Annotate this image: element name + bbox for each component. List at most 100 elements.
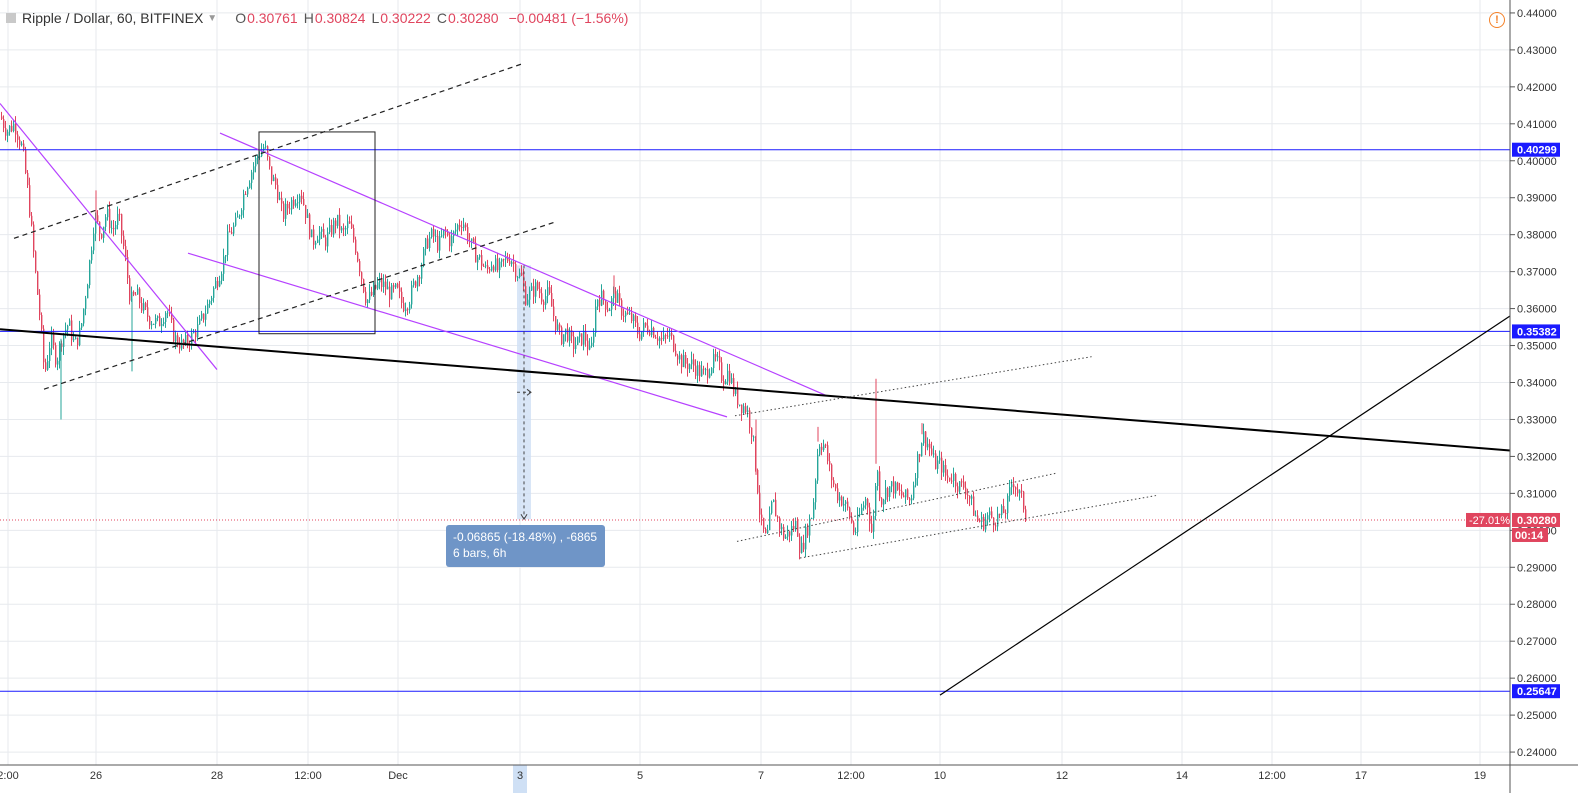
candle-body [15, 123, 17, 135]
candle-body [221, 273, 223, 281]
candle-body [589, 345, 591, 350]
candle-body [249, 182, 251, 188]
candle-body [919, 454, 921, 457]
candle-body [463, 224, 465, 228]
candle-body [511, 261, 513, 265]
candle-body [933, 453, 935, 455]
candle-body [357, 252, 359, 262]
candle-body [925, 431, 927, 448]
candle-body [277, 184, 279, 200]
candle-body [185, 335, 187, 344]
candle-body [69, 320, 71, 326]
candle-body [529, 290, 531, 300]
candle-body [243, 193, 245, 211]
dotted-channel-line[interactable] [734, 356, 1093, 417]
chevron-down-icon[interactable]: ▼ [207, 12, 218, 24]
candle-body [225, 254, 227, 257]
candle-body [493, 266, 495, 271]
dotted-channel-line[interactable] [736, 472, 1058, 542]
candle-body [825, 444, 827, 446]
candle-body [165, 313, 167, 322]
candle-body [489, 269, 491, 271]
price-axis[interactable]: 0.24000 0.25000 0.26000 0.27000 0.28000 0.290… [1509, 0, 1557, 793]
y-tick-label: 0.43000 [1517, 45, 1557, 57]
candle-body [819, 446, 821, 455]
candle-body [207, 303, 209, 314]
candle-body [767, 530, 769, 534]
dashed-channel-line[interactable] [43, 221, 557, 390]
rectangle-drawing[interactable] [258, 131, 376, 335]
black-trend-line[interactable] [939, 315, 1511, 696]
candle-body [501, 259, 503, 262]
candle-body [891, 481, 893, 487]
candle-body [487, 265, 489, 270]
candle-body [1007, 495, 1009, 514]
candle-body [363, 279, 365, 292]
purple-trend-line[interactable] [219, 132, 827, 396]
candle-body [781, 526, 783, 530]
candle-body [975, 515, 977, 517]
x-tick-label: 12:00 [294, 770, 322, 782]
candle-body [653, 327, 655, 338]
drawings[interactable] [0, 62, 1511, 696]
candle-body [395, 283, 397, 288]
candle-body [775, 499, 777, 517]
candle-body [583, 331, 585, 345]
candle-body [937, 460, 939, 469]
candle-body [223, 256, 225, 274]
candle-body [527, 299, 529, 305]
candle-body [317, 239, 319, 243]
dashed-channel-line[interactable] [13, 62, 525, 239]
candle-body [435, 235, 437, 237]
candle-body [433, 228, 435, 237]
candle-body [157, 316, 159, 318]
candle-body [847, 501, 849, 508]
warning-icon[interactable]: ! [1489, 12, 1505, 28]
dotted-channel-line[interactable] [799, 494, 1159, 559]
candle-body [147, 307, 149, 317]
candle-body [725, 381, 727, 385]
candle-body [1011, 484, 1013, 488]
x-tick-label: 28 [211, 770, 223, 782]
black-trend-line[interactable] [0, 328, 1511, 452]
candle-body [495, 258, 497, 271]
candle-body [401, 291, 403, 303]
candle-body [585, 331, 587, 341]
symbol-title[interactable]: Ripple / Dollar, 60, BITFINEX [22, 10, 204, 26]
time-axis[interactable]: 2:00 26 28 12:00 Dec 3 5 7 12:00 10 12 14 12:00 17 19 [0, 764, 1578, 793]
purple-trend-line[interactable] [0, 103, 218, 370]
candle-body [1013, 484, 1015, 488]
current-price-label-bg [1512, 512, 1560, 527]
candle-body [449, 235, 451, 247]
candle-body [411, 285, 413, 305]
candle-body [749, 410, 751, 428]
purple-trend-line[interactable] [187, 252, 728, 418]
candle-body [747, 410, 749, 412]
candle-body [197, 324, 199, 338]
candle-body [581, 333, 583, 345]
candle-body [903, 495, 905, 498]
candle-body [63, 333, 65, 347]
candle-body [293, 199, 295, 206]
candle-body [213, 288, 215, 298]
measure-arrow-head [520, 513, 528, 521]
candle-body [639, 334, 641, 340]
candle-body [333, 220, 335, 235]
candle-body [579, 333, 581, 337]
candle-body [569, 330, 571, 341]
candle-body [167, 312, 169, 314]
candle-body [555, 316, 557, 330]
candle-body [353, 228, 355, 240]
candle-body [671, 332, 673, 336]
candle-body [439, 236, 441, 251]
candle-body [109, 208, 111, 229]
candle-body [89, 260, 91, 286]
candle-body [459, 224, 461, 228]
candle-body [7, 131, 9, 136]
candle-body [889, 486, 891, 497]
candle-body [399, 287, 401, 292]
candle-body [345, 228, 347, 230]
candle-body [703, 368, 705, 370]
candle-body [959, 481, 961, 492]
